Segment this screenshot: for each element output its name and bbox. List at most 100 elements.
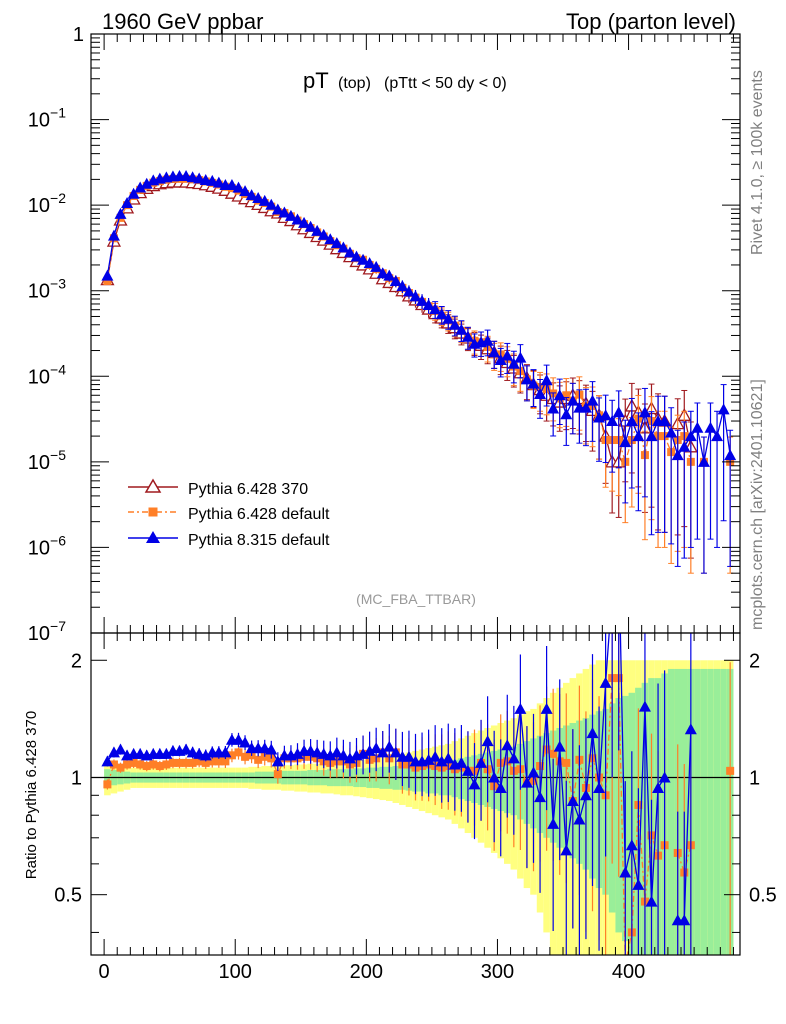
ratio-point xyxy=(363,744,376,756)
ratio-tick-label: 1 xyxy=(71,767,82,789)
data-point xyxy=(304,220,317,232)
y-tick-label: 10−6 xyxy=(28,532,66,559)
ratio-point xyxy=(241,752,250,761)
data-point xyxy=(416,294,429,306)
ratio-point xyxy=(658,771,671,783)
ratio-point xyxy=(422,753,435,765)
y-tick-label: 10−7 xyxy=(28,618,66,645)
data-point xyxy=(671,449,684,461)
data-point xyxy=(350,250,363,262)
ratio-point xyxy=(343,752,356,764)
data-point xyxy=(645,430,658,442)
plot-title: pT xyxy=(303,68,329,93)
data-point xyxy=(402,285,415,297)
ratio-point xyxy=(271,755,284,767)
ratio-point xyxy=(376,746,389,758)
ratio-point xyxy=(573,813,586,825)
ratio-band-green xyxy=(700,668,708,955)
ratio-point xyxy=(129,758,138,767)
ratio-point xyxy=(593,781,606,793)
data-point xyxy=(298,216,311,228)
ratio-point xyxy=(625,839,638,851)
legend-marker-triangle xyxy=(146,531,160,543)
data-point xyxy=(619,436,632,448)
data-point xyxy=(324,233,337,245)
data-point xyxy=(435,308,448,320)
data-point xyxy=(579,401,592,413)
data-point xyxy=(140,177,153,189)
data-point xyxy=(278,206,291,218)
data-point xyxy=(540,374,553,386)
data-point xyxy=(553,389,566,401)
ratio-point xyxy=(291,747,304,759)
ratio-band-green xyxy=(713,668,721,955)
data-point xyxy=(566,394,579,406)
ratio-point xyxy=(494,781,507,793)
data-point xyxy=(311,224,324,236)
ratio-point xyxy=(562,758,571,767)
legend-label-p6-default: Pythia 6.428 default xyxy=(188,506,330,523)
ratio-point xyxy=(265,743,278,755)
data-point xyxy=(455,323,468,335)
data-point xyxy=(632,430,645,442)
series-line xyxy=(106,181,665,463)
ratio-axis-ticks: 0 100 200 300 400 0.5 0.5 1 1 2 2 xyxy=(54,633,777,983)
data-point xyxy=(252,192,265,204)
data-point xyxy=(343,246,356,258)
data-point xyxy=(534,388,547,400)
ratio-point xyxy=(260,752,269,761)
data-point xyxy=(461,330,474,342)
data-point xyxy=(429,303,442,315)
data-point xyxy=(422,299,435,311)
data-point xyxy=(520,373,533,385)
data-point xyxy=(206,174,219,186)
ratio-point xyxy=(149,760,158,769)
data-point xyxy=(507,357,520,369)
ratio-point xyxy=(549,749,558,758)
data-point xyxy=(665,426,678,438)
data-point xyxy=(547,402,560,414)
ratio-point xyxy=(481,735,494,747)
data-point xyxy=(225,178,238,190)
legend-marker-open-triangle xyxy=(144,478,162,493)
data-point xyxy=(383,269,396,281)
ratio-point xyxy=(101,755,114,767)
ratio-point xyxy=(162,760,171,769)
ratio-point xyxy=(123,760,132,769)
data-point xyxy=(370,260,383,272)
data-point xyxy=(638,406,651,418)
data-point xyxy=(245,189,258,201)
data-point xyxy=(107,229,120,241)
ratio-point xyxy=(726,766,735,775)
ratio-point xyxy=(168,758,177,767)
data-point xyxy=(514,351,527,363)
ratio-point xyxy=(501,739,514,751)
data-point xyxy=(389,274,402,286)
main-plot-data xyxy=(100,170,737,574)
ratio-point xyxy=(199,749,212,761)
data-point xyxy=(363,257,376,269)
ratio-point xyxy=(606,586,618,597)
data-point xyxy=(527,377,540,389)
ratio-point xyxy=(219,746,232,758)
ratio-point xyxy=(103,780,112,789)
data-point xyxy=(711,430,724,442)
ratio-point xyxy=(370,742,383,754)
ratio-point xyxy=(435,755,448,767)
ratio-point xyxy=(684,723,697,735)
ratio-point xyxy=(652,781,665,793)
data-point xyxy=(284,209,297,221)
ratio-point xyxy=(160,747,173,759)
ratio-point xyxy=(337,749,350,761)
legend-marker-square xyxy=(148,507,158,517)
ratio-tick-label: 2 xyxy=(71,650,82,672)
ratio-point xyxy=(461,764,474,776)
data-point xyxy=(448,318,461,330)
data-point xyxy=(678,440,691,452)
ratio-point xyxy=(254,755,263,764)
legend-label-p6-370: Pythia 6.428 370 xyxy=(188,481,308,498)
data-point xyxy=(357,253,370,265)
main-plot: 1 10−1 10−2 10−3 10−4 10−5 10−6 10−7 xyxy=(28,24,741,645)
legend-entry-p6-370: Pythia 6.428 370 xyxy=(128,478,308,498)
data-point xyxy=(114,207,127,219)
